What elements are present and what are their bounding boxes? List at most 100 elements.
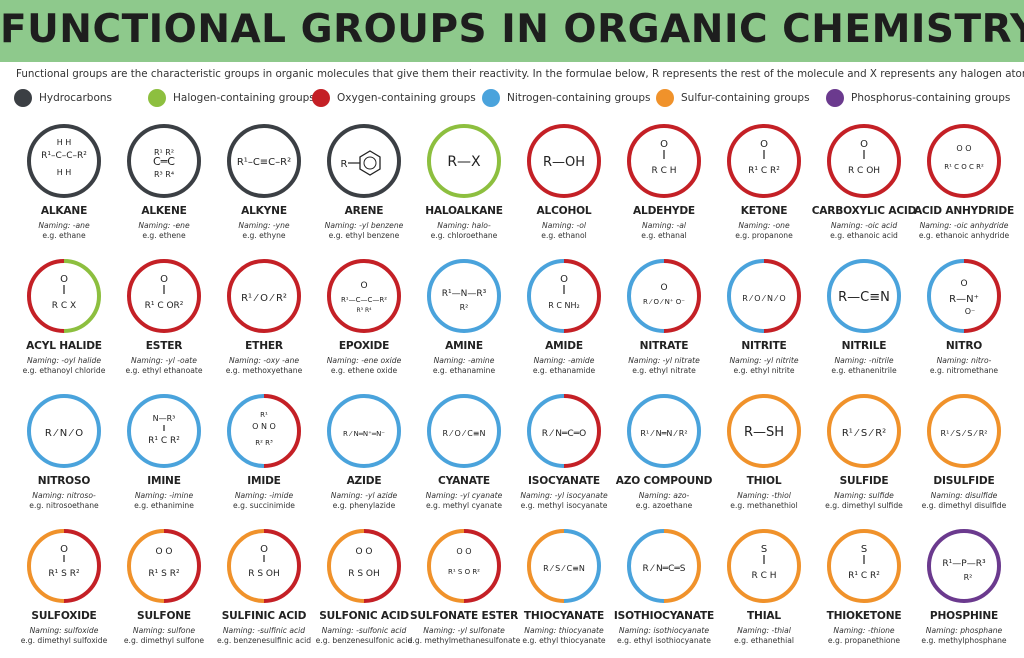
group-example: e.g. ethanamide [532,366,596,375]
group-example: e.g. propanethione [827,636,901,645]
svg-text:R—SH: R—SH [744,425,784,440]
group-naming: Naming: phosphane [925,626,1003,635]
legend-label: Sulfur-containing groups [681,92,810,104]
nitrate-structure-icon: O R ⁄ O ⁄ N⁺ O⁻ [626,258,702,334]
imine-structure-icon: N—R³ R¹ C R² [126,393,202,469]
group-naming: Naming: -ol [542,221,586,230]
group-example: e.g. methanethiol [730,501,798,510]
svg-text:N—R³: N—R³ [153,414,176,423]
svg-text:R¹ S R²: R¹ S R² [48,569,80,579]
group-name: ALKENE [141,205,187,217]
svg-text:H H: H H [57,168,72,177]
group-example: e.g. dimethyl sulfone [123,636,205,645]
sulfone-structure-icon: O O R¹ S R² [126,528,202,604]
alkane-structure-icon: R¹–C–C–R² H H H H [26,123,102,199]
group-example: e.g. methoxyethane [225,366,303,375]
svg-text:R: R [341,159,348,170]
group-naming: Naming: -yl nitrate [628,356,700,365]
group-example: e.g. ethanal [641,231,687,240]
legend-item-halogen: Halogen-containing groups [148,88,315,108]
group-naming: Naming: -oic anhydride [919,221,1009,230]
imide-structure-icon: R¹ O N O R² R³ [226,393,302,469]
svg-text:R¹ R²: R¹ R² [154,148,174,157]
legend-label: Hydrocarbons [39,92,113,104]
group-name: ARENE [344,205,384,217]
group-name: KETONE [740,205,788,217]
group-name: AMINE [445,340,483,352]
legend-dot-icon [482,89,500,107]
svg-text:R¹ ⁄ N═N ⁄ R²: R¹ ⁄ N═N ⁄ R² [640,429,687,438]
svg-text:R¹ C R²: R¹ C R² [848,571,880,581]
group-naming: Naming: -ene oxide [326,356,402,365]
group-example: e.g. ethanoyl chloride [22,366,106,375]
svg-text:R¹–C≡C–R²: R¹–C≡C–R² [237,157,291,168]
nitrite-structure-icon: R ⁄ O ⁄ N ⁄ O [726,258,802,334]
group-example: e.g. methylphosphane [921,636,1007,645]
group-naming: Naming: -amine [433,356,495,365]
group-naming: Naming: halo- [437,221,491,230]
svg-text:O: O [160,274,168,285]
group-naming: Naming: nitroso- [32,491,96,500]
svg-text:O: O [60,274,68,285]
group-example: e.g. phenylazide [332,501,396,510]
group-example: e.g. ethyl thiocyanate [522,636,606,645]
group-naming: Naming: -oic acid [830,221,898,230]
group-example: e.g. chloroethane [430,231,498,240]
group-naming: Naming: sulfide [834,491,894,500]
svg-text:R¹–C–C–R²: R¹–C–C–R² [41,151,87,161]
sulfide-structure-icon: R¹ ⁄ S ⁄ R² [826,393,902,469]
group-name: THIOL [746,475,782,487]
group-example: e.g. dimethyl disulfide [921,501,1007,510]
group-naming: Naming: -nitrile [834,356,894,365]
group-name: SULFONE [137,610,191,622]
group-naming: Naming: -yl benzene [324,221,404,230]
cyanate-structure-icon: R ⁄ O ⁄ C≡N [426,393,502,469]
svg-text:O O: O O [956,144,971,153]
intro-text: Functional groups are the characteristic… [16,68,1024,80]
svg-text:R C NH₂: R C NH₂ [548,301,579,310]
svg-text:R C H: R C H [751,571,776,581]
thiocyanate-structure-icon: R ⁄ S ⁄ C≡N [526,528,602,604]
group-name: THIOCYANATE [523,610,605,622]
legend-item-nitrogen: Nitrogen-containing groups [482,88,650,108]
group-naming: Naming: -imine [134,491,194,500]
svg-text:R¹ C O C R²: R¹ C O C R² [944,163,984,171]
svg-text:O O: O O [355,547,372,557]
legend-label: Oxygen-containing groups [337,92,476,104]
legend-label: Phosphorus-containing groups [851,92,1011,104]
group-name: ACYL HALIDE [26,340,102,352]
svg-text:R³ R⁴: R³ R⁴ [356,307,372,314]
group-example: e.g. methyl isocyanate [520,501,608,510]
arene-structure-icon: R [326,123,402,199]
nitrile-structure-icon: R—C≡N [826,258,902,334]
aldehyde-structure-icon: O R C H [626,123,702,199]
group-example: e.g. ethyl ethanoate [125,366,203,375]
ester-structure-icon: O R¹ C OR² [126,258,202,334]
svg-text:R¹ S R²: R¹ S R² [148,569,180,579]
group-example: e.g. nitrosoethane [29,501,99,510]
disulfide-structure-icon: R¹ ⁄ S ⁄ S ⁄ R² [926,393,1002,469]
group-naming: Naming: -ane [38,221,90,230]
group-example: e.g. ethanoic anhydride [918,231,1010,240]
svg-text:R ⁄ N ⁄ O: R ⁄ N ⁄ O [45,428,83,439]
group-name: IMIDE [247,475,281,487]
legend-item-hydrocarbons: Hydrocarbons [14,88,112,108]
sulfoxide-structure-icon: O R¹ S R² [26,528,102,604]
group-naming: Naming: isothiocyanate [618,626,710,635]
svg-text:H H: H H [57,138,72,147]
group-name: NITRO [945,340,983,352]
group-example: e.g. benzenesulfinic acid [216,636,312,645]
carboxylic-acid-structure-icon: O R C OH [826,123,902,199]
svg-text:R¹ C R²: R¹ C R² [148,436,180,446]
legend-dot-icon [14,89,32,107]
svg-text:O: O [560,274,568,285]
svg-text:R¹—P—R³: R¹—P—R³ [942,559,986,569]
svg-text:R S OH: R S OH [248,569,280,579]
title-banner: FUNCTIONAL GROUPS IN ORGANIC CHEMISTRY [0,0,1024,62]
haloalkane-structure-icon: R—X [426,123,502,199]
group-name: ACID ANHYDRIDE [913,205,1015,217]
svg-text:R ⁄ N═N⁺═N⁻: R ⁄ N═N⁺═N⁻ [343,430,385,438]
alcohol-structure-icon: R—OH [526,123,602,199]
group-name: HALOALKANE [425,205,503,217]
